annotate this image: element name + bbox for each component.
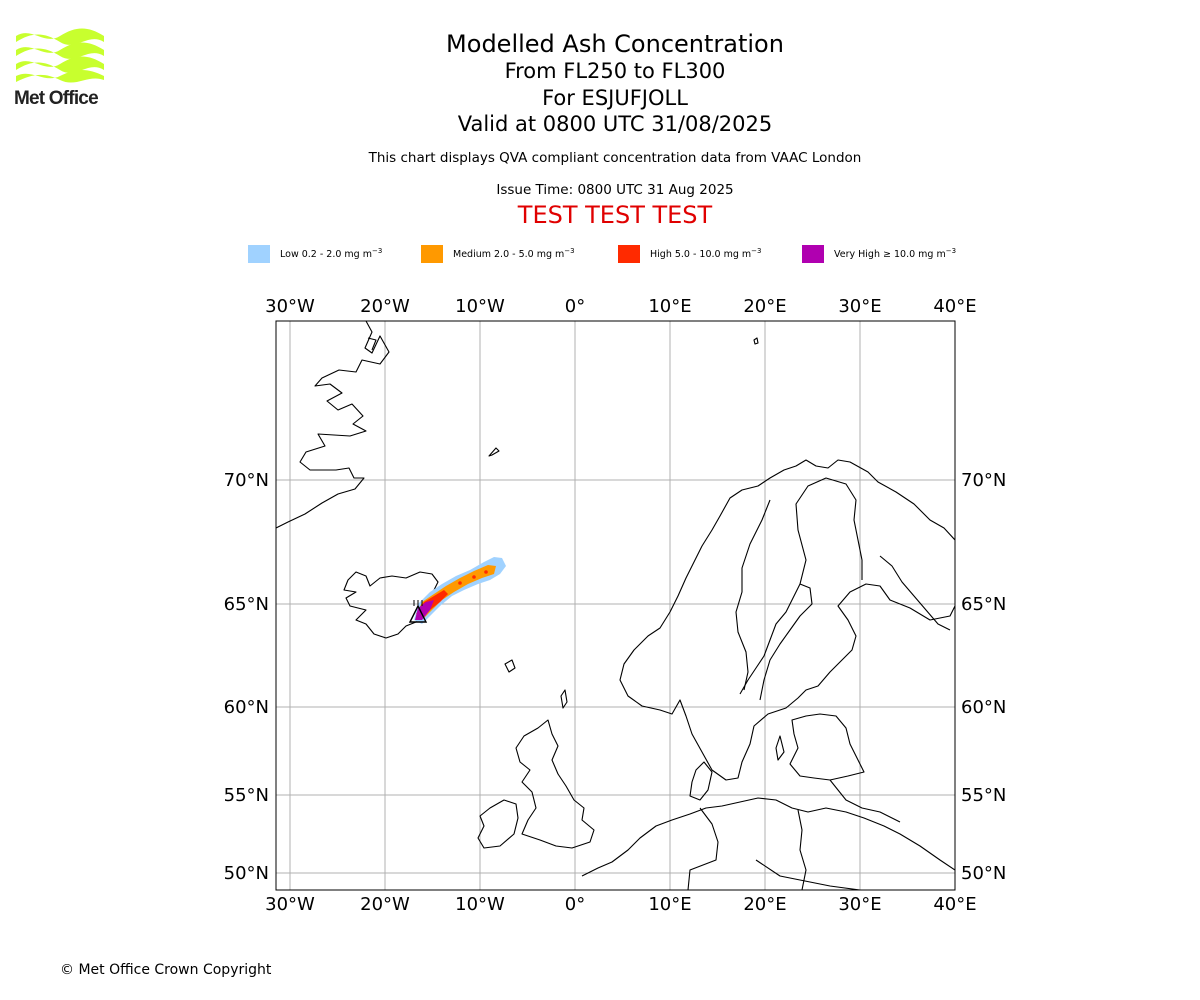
plume-high-dot-2 (472, 575, 476, 579)
lon-tick-bottom-2: 10°W (455, 894, 505, 915)
lon-tick-top-5: 20°E (743, 296, 786, 317)
lon-tick-top-3: 0° (565, 296, 585, 317)
legend-label-medium: Medium 2.0 - 5.0 mg m−3 (453, 247, 575, 261)
plume-high-dot-1 (458, 581, 462, 585)
valid-time: Valid at 0800 UTC 31/08/2025 (457, 112, 773, 136)
lon-tick-top-6: 30°E (838, 296, 881, 317)
lon-tick-bottom-4: 10°E (648, 894, 691, 915)
internal-border-1 (687, 807, 719, 890)
lon-tick-bottom-1: 20°W (360, 894, 410, 915)
volcano-triangle-icon (408, 604, 428, 623)
denmark (689, 761, 713, 801)
met-office-logo: Met Office (14, 28, 110, 110)
scandinavia-coast (619, 459, 955, 781)
lat-tick-right-1: 65°N (961, 594, 1006, 615)
gotland (775, 735, 785, 761)
legend-item-medium: Medium 2.0 - 5.0 mg m−3 (421, 244, 575, 264)
copyright-notice: © Met Office Crown Copyright (60, 962, 272, 978)
lon-tick-top-1: 20°W (360, 296, 410, 317)
chart-titles: Modelled Ash Concentration From FL250 to… (265, 30, 965, 229)
volcano-marker-stem-icon (413, 600, 423, 606)
ireland-coast (477, 799, 519, 849)
legend-swatch-medium (421, 245, 443, 263)
baltic-states (789, 713, 865, 781)
issue-time: Issue Time: 0800 UTC 31 Aug 2025 (496, 181, 734, 198)
legend-swatch-high (618, 245, 640, 263)
finland-border (795, 477, 863, 585)
legend-item-low: Low 0.2 - 2.0 mg m−3 (248, 244, 382, 264)
jan-mayen (488, 447, 500, 457)
greenland-coast (276, 321, 390, 529)
lat-tick-right-4: 50°N (961, 863, 1006, 884)
lat-tick-left-0: 70°N (224, 470, 269, 491)
lat-tick-left-2: 60°N (224, 697, 269, 718)
lon-tick-top-0: 30°W (265, 296, 315, 317)
logo-text: Met Office (14, 88, 99, 109)
ash-plume (408, 557, 506, 624)
lat-tick-right-2: 60°N (961, 697, 1006, 718)
legend-swatch-low (248, 245, 270, 263)
qva-note: This chart displays QVA compliant concen… (368, 149, 862, 166)
gulf-of-bothnia (739, 583, 813, 701)
lat-tick-right-3: 55°N (961, 785, 1006, 806)
volcano-name: For ESJUFJOLL (542, 85, 688, 110)
lat-tick-left-4: 50°N (224, 863, 269, 884)
lon-tick-bottom-7: 40°E (933, 894, 976, 915)
lon-tick-top-2: 10°W (455, 296, 505, 317)
greenland-fjord (367, 337, 377, 351)
legend-item-very-high: Very High ≥ 10.0 mg m−3 (802, 244, 956, 264)
lon-tick-bottom-3: 0° (565, 894, 585, 915)
legend-label-high: High 5.0 - 10.0 mg m−3 (650, 247, 762, 261)
gridlines (276, 321, 955, 890)
norway-sweden-border (735, 499, 771, 691)
lat-tick-left-3: 55°N (224, 785, 269, 806)
map-frame (275, 320, 956, 891)
lon-tick-bottom-5: 20°E (743, 894, 786, 915)
internal-border-4 (755, 859, 861, 890)
internal-border-2 (797, 809, 807, 890)
internal-border-3 (829, 779, 901, 823)
coastlines (276, 321, 955, 890)
white-sea (879, 555, 951, 631)
met-office-wave-icon (16, 28, 104, 83)
chart-title: Modelled Ash Concentration (446, 30, 784, 58)
lon-tick-bottom-6: 30°E (838, 894, 881, 915)
lon-tick-bottom-0: 30°W (265, 894, 315, 915)
bear-island (753, 337, 759, 345)
legend-label-very-high: Very High ≥ 10.0 mg m−3 (834, 247, 957, 261)
test-banner: TEST TEST TEST (517, 200, 713, 229)
lat-ticks-left: 70°N 65°N 60°N 55°N 50°N (224, 470, 269, 884)
flight-level-range: From FL250 to FL300 (504, 59, 726, 83)
plume-high-dot-3 (484, 570, 488, 574)
lon-tick-top-7: 40°E (933, 296, 976, 317)
great-britain-coast (515, 719, 595, 849)
plume-very-high (415, 600, 434, 620)
shetland (560, 689, 568, 709)
north-europe-coast (581, 797, 955, 877)
legend-item-high: High 5.0 - 10.0 mg m−3 (618, 244, 762, 264)
lat-ticks-right: 70°N 65°N 60°N 55°N 50°N (961, 470, 1006, 884)
legend-label-low: Low 0.2 - 2.0 mg m−3 (280, 247, 383, 261)
lat-tick-left-1: 65°N (224, 594, 269, 615)
lon-ticks-top: 30°W 20°W 10°W 0° 10°E 20°E 30°E 40°E (265, 296, 976, 317)
lat-tick-right-0: 70°N (961, 470, 1006, 491)
legend-swatch-very-high (802, 245, 824, 263)
lon-ticks-bottom: 30°W 20°W 10°W 0° 10°E 20°E 30°E 40°E (265, 894, 976, 915)
faroe-islands (504, 659, 516, 673)
lon-tick-top-4: 10°E (648, 296, 691, 317)
